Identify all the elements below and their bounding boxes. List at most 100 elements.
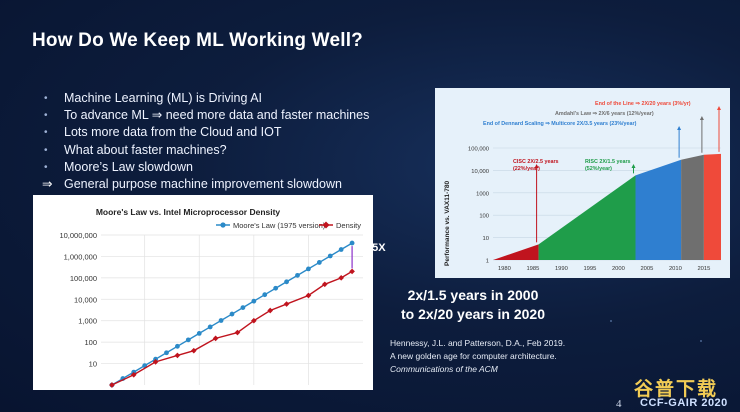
reference-citation: Hennessy, J.L. and Patterson, D.A., Feb … [390,337,570,376]
y-tick-label: 1,000,000 [64,252,97,261]
x-tick-label: 1985 [526,266,539,272]
y-tick-label: 1,000 [78,317,97,326]
legend-density-label: Density [336,221,361,230]
y-tick-label: 100 [84,338,97,347]
x-tick-label: 2015 [697,266,710,272]
moores-law-point [273,285,279,291]
y-tick-label: 10,000 [471,169,489,175]
bullet-item: • What about faster machines? [44,142,369,159]
slide-title: How Do We Keep ML Working Well? [32,30,363,51]
bullet-marker: • [44,93,48,104]
bullet-marker: • [44,127,48,139]
x-axis-ticks: 1980 1985 1990 1995 2000 2005 2010 2015 [498,266,710,272]
density-point [109,382,115,388]
y-tick-label: 100 [479,214,489,220]
era-area [635,159,682,260]
bullet-item: • Moore’s Law slowdown [44,159,369,176]
density-point [267,307,274,314]
bullet-text: Lots more data from the Cloud and IOT [64,125,282,140]
y-tick-label: 1000 [476,191,489,197]
density-point [283,301,290,307]
processor-performance-chart: Performance vs. VAX11-780 CISC 2X/2.5 ye… [435,88,730,278]
moores-law-chart-svg: Moore's Law vs. Intel Microprocessor Den… [59,207,363,400]
era-area [703,153,721,260]
x-tick-label: 2005 [640,266,653,272]
page-number: 4 [616,398,622,410]
arrow-up-icon [699,116,704,120]
era-sublabel: (22%/year) [513,166,540,172]
density-point [152,359,159,365]
era-label: End of the Line ⇒ 2X/20 years (3%/yr) [595,101,691,107]
x-tick-label: 1980 [498,266,511,272]
bullet-marker: • [44,110,48,122]
chart-legend: Moore's Law (1975 version) Density [216,221,361,230]
moores-law-point [175,343,180,349]
implies-arrow-icon: ⇒ [42,177,53,192]
y-tick-label: 1 [486,259,489,265]
bullet-text: Machine Learning (ML) is Driving AI [64,91,262,105]
y-axis-ticks: 1 10 100 1000 10,000 100,000 [468,147,489,265]
y-axis-ticks: 10 100 1,000 10,000 100,000 1,000,000 10,000,0… [59,231,97,369]
moores-law-point [196,330,202,336]
bullet-text: What about faster machines? [64,142,227,157]
density-point [234,329,241,336]
moores-law-point [164,350,169,356]
bullet-text: To advance ML ⇒ need more data and faste… [64,108,370,123]
ccf-gair-logo: CCF-GAIR 2020 [640,397,728,409]
growth-rate-line-1: 2x/1.5 years in 2000 [407,287,539,303]
moores-law-point [306,266,311,272]
moores-law-point [218,318,224,323]
arrow-up-icon [631,164,636,168]
x-tick-label: 2010 [669,266,682,272]
era-label: Amdahl's Law ⇒ 2X/6 years (12%/year) [555,111,654,117]
y-tick-label: 10,000 [74,295,97,304]
density-point [130,371,137,378]
chart-series [109,240,355,388]
gap-15x-label: 15X [366,242,386,254]
density-line [111,270,353,386]
x-tick-label: 1990 [555,266,568,272]
moores-law-point [262,292,268,298]
era-label: End of Dennard Scaling ⇒ Multicore 2X/3.… [483,121,637,127]
y-tick-label: 10,000,000 [59,231,97,240]
watermark-logo: 谷普下载 [634,379,719,400]
bullet-list: • Machine Learning (ML) is Driving AI • To… [42,90,370,193]
performance-chart-svg: Performance vs. VAX11-780 CISC 2X/2.5 ye… [444,101,721,272]
moores-law-point [240,305,246,310]
y-tick-label: 10 [483,236,489,242]
reference-journal: Communications of the ACM [390,364,498,374]
density-point [190,347,197,354]
moores-law-point [229,311,235,317]
y-tick-label: 100,000 [468,147,489,153]
era-area [493,244,539,260]
reference-authors: Hennessy, J.L. and Patterson, D.A., Feb … [390,338,566,361]
moores-law-point [251,298,257,304]
era-area [681,154,704,260]
era-sublabel: (52%/year) [585,166,612,172]
bullet-text: Moore’s Law slowdown [64,159,193,174]
era-annotations: CISC 2X/2.5 years(22%/year) RISC 2X/1.5 y… [483,101,721,243]
era-areas [493,153,721,260]
y-tick-label: 100,000 [70,274,97,283]
bullet-item: • Lots more data from the Cloud and IOT [44,124,369,141]
era-label: CISC 2X/2.5 years [513,159,559,165]
arrow-up-icon [717,106,721,110]
growth-rate-line-2: to 2x/20 years in 2020 [401,306,545,322]
moores-law-point [327,253,333,259]
legend-density-marker [322,221,330,229]
moores-law-chart: Moore's Law vs. Intel Microprocessor Den… [33,195,373,400]
bullet-marker: • [44,161,48,173]
moores-law-point [207,324,213,330]
density-point [174,352,181,359]
era-label: RISC 2X/1.5 years [585,159,631,165]
x-tick-label: 2000 [612,266,625,272]
legend-moore-marker [220,222,226,228]
legend-moore-label: Moore's Law (1975 version) [233,221,326,230]
y-axis-label: Performance vs. VAX11-780 [444,180,451,266]
moores-law-point [295,272,300,278]
bullet-marker: • [44,144,48,156]
bullet-text: General purpose machine improvement slow… [64,177,342,192]
chart-title: Moore's Law vs. Intel Microprocessor Den… [96,207,281,217]
bullet-item-conclusion: ⇒ General purpose machine improvement slo… [42,176,369,193]
moores-law-point [316,260,322,265]
